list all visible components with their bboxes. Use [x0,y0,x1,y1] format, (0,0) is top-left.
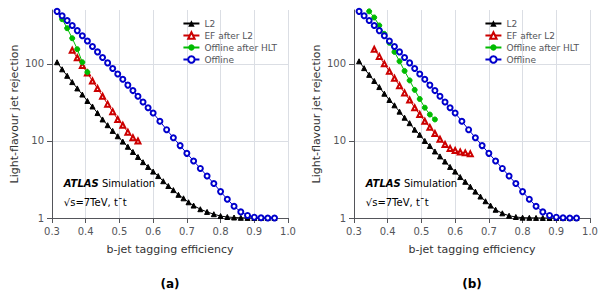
svg-text:Offline: Offline [506,55,536,65]
svg-text:Light-flavour jet rejection: Light-flavour jet rejection [8,45,21,184]
svg-text:0.8: 0.8 [515,226,531,237]
svg-text:ATLAS: ATLAS [365,178,401,189]
svg-text:0.4: 0.4 [380,226,396,237]
svg-text:0.7: 0.7 [179,226,195,237]
svg-text:Offline: Offline [204,55,234,65]
svg-text:√s=7TeV, t¯t: √s=7TeV, t¯t [64,197,127,208]
svg-text:(b): (b) [462,277,482,291]
svg-text:10: 10 [333,135,346,146]
svg-text:0.6: 0.6 [447,226,463,237]
svg-text:0.3: 0.3 [346,226,362,237]
svg-text:0.3: 0.3 [44,226,60,237]
svg-text:0.5: 0.5 [111,226,127,237]
svg-text:L2: L2 [506,19,517,29]
svg-text:1: 1 [340,213,346,224]
svg-text:100: 100 [25,58,44,69]
svg-text:0.9: 0.9 [548,226,564,237]
svg-text:0.6: 0.6 [145,226,161,237]
svg-text:0.8: 0.8 [213,226,229,237]
svg-text:0.4: 0.4 [78,226,94,237]
svg-text:EF after L2: EF after L2 [506,31,555,41]
svg-text:1.0: 1.0 [280,226,296,237]
svg-text:EF after L2: EF after L2 [204,31,253,41]
svg-text:ATLAS: ATLAS [63,178,99,189]
svg-text:Light-flavour jet rejection: Light-flavour jet rejection [310,45,323,184]
svg-text:(a): (a) [160,277,179,291]
svg-text:L2: L2 [204,19,215,29]
svg-text:b-jet tagging efficiency: b-jet tagging efficiency [107,243,234,256]
svg-text:Offline after HLT: Offline after HLT [506,43,579,53]
svg-text:Offline after HLT: Offline after HLT [204,43,277,53]
svg-text:0.9: 0.9 [246,226,262,237]
svg-text:√s=7TeV, t¯t: √s=7TeV, t¯t [366,197,429,208]
svg-text:Simulation: Simulation [404,178,457,189]
svg-text:0.5: 0.5 [413,226,429,237]
svg-text:1: 1 [38,213,44,224]
svg-text:100: 100 [327,58,346,69]
svg-text:b-jet tagging efficiency: b-jet tagging efficiency [409,243,536,256]
svg-text:Simulation: Simulation [102,178,155,189]
svg-text:1.0: 1.0 [582,226,598,237]
svg-text:10: 10 [31,135,44,146]
svg-text:0.7: 0.7 [481,226,497,237]
